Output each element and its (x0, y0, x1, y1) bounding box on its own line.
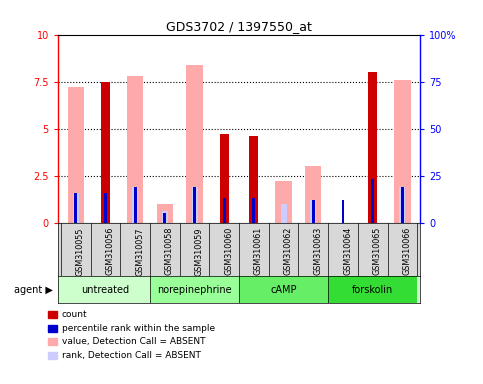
Text: GSM310061: GSM310061 (254, 227, 263, 275)
Bar (192, 187, 198, 223)
Bar (132, 187, 138, 223)
Bar (61, 276, 150, 303)
Bar (368, 72, 377, 223)
Bar (73, 193, 79, 223)
Bar (163, 214, 166, 223)
Text: norepinephrine: norepinephrine (157, 285, 232, 295)
Bar (371, 179, 374, 223)
Text: value, Detection Call = ABSENT: value, Detection Call = ABSENT (62, 337, 205, 346)
Bar (281, 204, 286, 223)
Text: GSM310066: GSM310066 (402, 227, 412, 275)
Bar (223, 198, 226, 223)
Text: GSM310055: GSM310055 (76, 227, 85, 276)
Bar (275, 181, 292, 223)
Bar (312, 200, 315, 223)
Text: rank, Detection Call = ABSENT: rank, Detection Call = ABSENT (62, 351, 201, 360)
Text: cAMP: cAMP (270, 285, 297, 295)
Bar (399, 187, 405, 223)
Bar (150, 276, 239, 303)
Bar (162, 212, 168, 223)
Bar (328, 276, 417, 303)
Bar (127, 76, 143, 223)
Text: GSM310064: GSM310064 (343, 227, 352, 275)
Bar (193, 187, 196, 223)
Bar (186, 65, 203, 223)
Text: GSM310060: GSM310060 (224, 227, 233, 275)
Text: GSM310056: GSM310056 (105, 227, 114, 275)
Bar (156, 204, 173, 223)
Bar (104, 193, 107, 223)
Text: GSM310059: GSM310059 (195, 227, 203, 276)
Text: percentile rank within the sample: percentile rank within the sample (62, 324, 215, 333)
Text: GSM310063: GSM310063 (313, 227, 322, 275)
Title: GDS3702 / 1397550_at: GDS3702 / 1397550_at (166, 20, 312, 33)
Text: count: count (62, 310, 87, 319)
Text: GSM310065: GSM310065 (373, 227, 382, 275)
Text: GSM310057: GSM310057 (135, 227, 144, 276)
Bar (74, 193, 77, 223)
Bar (220, 134, 228, 223)
Text: GSM310058: GSM310058 (165, 227, 174, 275)
Bar (250, 136, 258, 223)
Bar (101, 82, 110, 223)
Bar (253, 198, 256, 223)
Text: forskolin: forskolin (352, 285, 393, 295)
Text: agent ▶: agent ▶ (14, 285, 53, 295)
Bar (305, 166, 322, 223)
Bar (239, 276, 328, 303)
Bar (68, 87, 84, 223)
Text: untreated: untreated (82, 285, 129, 295)
Bar (394, 80, 411, 223)
Bar (401, 187, 404, 223)
Text: GSM310062: GSM310062 (284, 227, 293, 275)
Bar (134, 187, 137, 223)
Bar (311, 200, 316, 223)
Bar (341, 200, 344, 223)
